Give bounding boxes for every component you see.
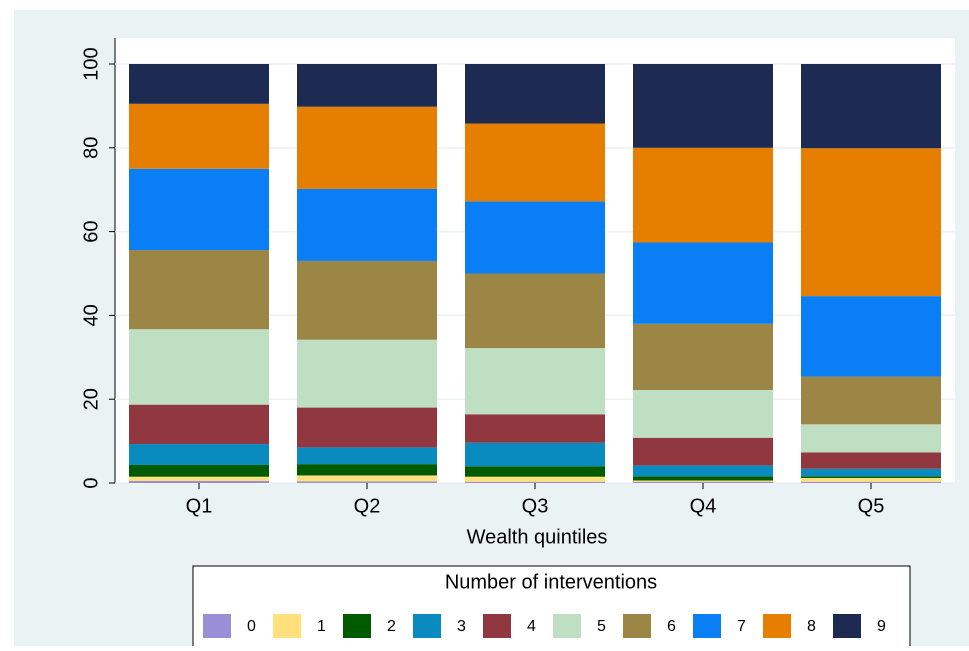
y-tick-label: 0 [80, 477, 102, 488]
legend-swatch [203, 614, 231, 638]
legend-swatch [833, 614, 861, 638]
bar-segment [297, 407, 437, 448]
bar-segment [633, 476, 773, 481]
bar-segment [465, 64, 605, 124]
legend-label: 1 [317, 618, 326, 635]
y-tick-label: 80 [80, 137, 102, 159]
bar-segment [801, 376, 941, 425]
legend-swatch [273, 614, 301, 638]
bar-segment [633, 64, 773, 148]
bar-segment [633, 389, 773, 438]
legend-swatch [413, 614, 441, 638]
x-tick-label: Q1 [186, 495, 213, 517]
bar-segment [801, 452, 941, 469]
legend-swatch [483, 614, 511, 638]
bar-segment [465, 414, 605, 443]
bar-segment [129, 250, 269, 330]
bar-segment [633, 465, 773, 477]
bar-segment [633, 242, 773, 324]
bar-segment [297, 188, 437, 261]
bar-segment [129, 168, 269, 251]
legend-label: 5 [597, 618, 606, 635]
x-tick-label: Q2 [354, 495, 381, 517]
bar-segment [297, 106, 437, 189]
bar-segment [297, 475, 437, 482]
bar-segment [129, 329, 269, 405]
bar-segment [129, 103, 269, 169]
bar-segment [633, 147, 773, 243]
bar-segment [297, 64, 437, 107]
legend-swatch [763, 614, 791, 638]
legend-label: 7 [737, 618, 746, 635]
legend-label: 0 [247, 618, 256, 635]
bar-segment [465, 481, 605, 483]
x-axis-title: Wealth quintiles [467, 526, 608, 548]
legend-label: 8 [807, 618, 816, 635]
bar-segment [801, 424, 941, 453]
x-tick-label: Q5 [858, 495, 885, 517]
x-tick-label: Q3 [522, 495, 549, 517]
bar-segment [801, 476, 941, 478]
bar-segment [297, 260, 437, 340]
bar-segment [465, 123, 605, 202]
legend-title: Number of interventions [445, 571, 657, 593]
bar-segment [465, 442, 605, 467]
bar-segment [465, 466, 605, 477]
bar-segment [129, 476, 269, 481]
bar-segment [633, 480, 773, 482]
y-tick-label: 40 [80, 304, 102, 326]
bar-segment [129, 404, 269, 445]
bar-segment [465, 476, 605, 482]
bar-segment [297, 481, 437, 483]
bar-segment [801, 468, 941, 477]
y-tick-label: 60 [80, 220, 102, 242]
bar-segment [633, 437, 773, 466]
legend-label: 9 [877, 618, 886, 635]
bar-segment [129, 464, 269, 477]
bar-segment [801, 477, 941, 482]
legend-swatch [553, 614, 581, 638]
bar-segment [465, 201, 605, 274]
legend-swatch [693, 614, 721, 638]
bar-segment [465, 348, 605, 415]
legend-label: 2 [387, 618, 396, 635]
legend-label: 4 [527, 618, 536, 635]
bar-segment [633, 481, 773, 483]
bar-segment [297, 464, 437, 476]
legend-label: 6 [667, 618, 676, 635]
bar-segment [129, 64, 269, 104]
bar-segment [129, 480, 269, 483]
bar-segment [801, 64, 941, 149]
bar-segment [129, 444, 269, 465]
bar-segment [801, 148, 941, 297]
legend-label: 3 [457, 618, 466, 635]
y-tick-label: 100 [80, 47, 102, 80]
legend-swatch [623, 614, 651, 638]
bar-segment [801, 296, 941, 377]
x-tick-label: Q4 [690, 495, 717, 517]
bar-segment [465, 273, 605, 349]
legend-swatch [343, 614, 371, 638]
bar-segment [801, 481, 941, 483]
bar-segment [297, 339, 437, 408]
bar-segment [297, 447, 437, 465]
bar-segment [633, 323, 773, 390]
y-tick-label: 20 [80, 388, 102, 410]
